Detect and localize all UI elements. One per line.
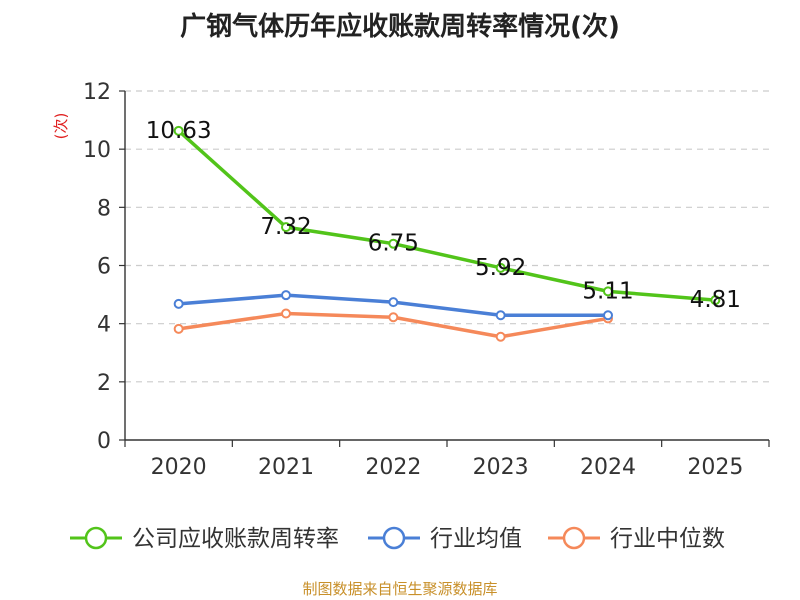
legend-label: 行业均值 xyxy=(430,526,522,552)
x-tick-label: 2023 xyxy=(473,455,529,480)
data-point xyxy=(281,290,291,301)
series-line xyxy=(176,129,718,302)
data-point xyxy=(173,298,184,309)
y-tick-label: 0 xyxy=(97,429,111,454)
data-point xyxy=(603,310,613,321)
axes: 0 2 4 6 8 10 12 2020 2021 2022 2023 2024 2025 xyxy=(83,80,770,480)
y-tick-label: 6 xyxy=(97,255,111,280)
chart-title: 广钢气体历年应收账款周转率情况(次) xyxy=(180,11,620,42)
y-tick-label: 10 xyxy=(83,138,111,163)
legend: 公司应收账款周转率 行业均值 行业中位数 xyxy=(70,526,725,552)
y-tick-label: 2 xyxy=(97,371,111,396)
data-point xyxy=(388,297,399,308)
legend-marker xyxy=(382,526,406,550)
data-point xyxy=(710,295,721,306)
x-tick-label: 2021 xyxy=(258,455,314,480)
data-label: 5.92 xyxy=(475,255,526,281)
data-point xyxy=(281,308,291,319)
data-point xyxy=(495,262,506,273)
data-label: 10.63 xyxy=(146,118,212,144)
legend-marker xyxy=(84,526,108,550)
y-tick-label: 8 xyxy=(97,196,111,221)
data-label: 4.81 xyxy=(690,287,741,313)
y-tick-label: 12 xyxy=(83,80,111,105)
series-lines xyxy=(173,125,721,342)
data-label: 7.32 xyxy=(260,214,311,240)
data-label: 5.11 xyxy=(582,278,633,304)
data-point xyxy=(173,125,184,136)
data-label: 6.75 xyxy=(368,231,419,257)
data-point xyxy=(603,286,613,297)
y-tick-label: 4 xyxy=(97,313,111,338)
source-note: 制图数据来自恒生聚源数据库 xyxy=(302,580,497,598)
legend-marker xyxy=(562,526,586,550)
y-axis-unit: (次) xyxy=(52,113,70,140)
data-point xyxy=(173,323,184,334)
x-tick-label: 2022 xyxy=(365,455,421,480)
data-point xyxy=(495,331,506,342)
legend-label: 行业中位数 xyxy=(610,526,725,552)
legend-label: 公司应收账款周转率 xyxy=(132,526,339,552)
data-point xyxy=(388,312,399,323)
x-tick-label: 2024 xyxy=(580,455,636,480)
x-tick-label: 2025 xyxy=(687,455,743,480)
data-labels: 10.63 7.32 6.75 5.92 5.11 4.81 xyxy=(146,118,741,313)
x-tick-label: 2020 xyxy=(151,455,207,480)
grid-lines xyxy=(125,90,769,383)
data-point xyxy=(281,222,291,233)
data-point xyxy=(495,310,506,321)
data-point xyxy=(388,238,399,249)
